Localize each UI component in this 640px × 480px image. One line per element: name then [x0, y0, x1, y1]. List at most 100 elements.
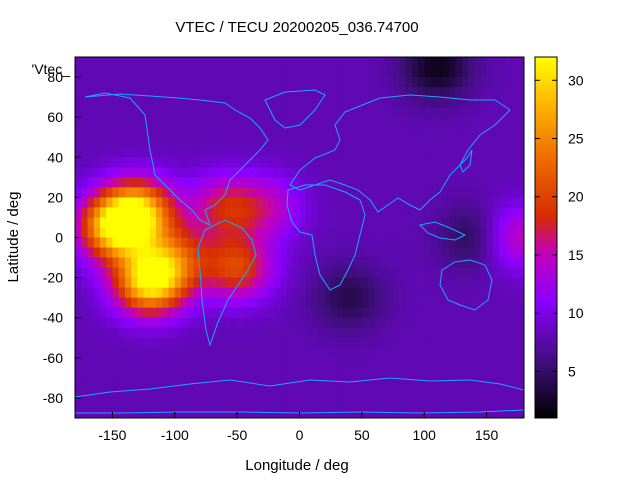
heat-cell	[199, 367, 207, 379]
heat-cell	[486, 267, 494, 279]
heat-cell	[505, 207, 513, 219]
heat-cell	[442, 257, 450, 269]
heat-cell	[106, 197, 114, 209]
heat-cell	[181, 347, 188, 359]
heat-cell	[336, 147, 344, 158]
heat-cell	[124, 127, 132, 138]
heat-cell	[330, 327, 338, 339]
heat-cell	[343, 137, 350, 148]
heat-cell	[486, 407, 494, 418]
heat-cell	[374, 267, 382, 279]
heat-cell	[330, 137, 338, 148]
heat-cell	[474, 157, 481, 168]
heat-cell	[324, 177, 332, 188]
heat-cell	[87, 387, 95, 399]
heat-cell	[243, 327, 251, 339]
heat-cell	[168, 407, 176, 418]
heat-cell	[349, 237, 357, 249]
heat-cell	[492, 117, 500, 128]
heat-cell	[417, 117, 425, 128]
heat-cell	[106, 377, 114, 389]
heat-cell	[287, 327, 294, 339]
heat-cell	[499, 267, 506, 279]
heat-cell	[424, 377, 432, 389]
heat-cell	[455, 97, 463, 108]
heat-cell	[93, 387, 101, 399]
heat-cell	[118, 307, 126, 319]
heat-cell	[467, 107, 475, 118]
heat-cell	[355, 247, 363, 259]
heat-cell	[461, 247, 469, 259]
heat-cell	[118, 367, 126, 379]
heat-cell	[361, 287, 369, 299]
heat-cell	[349, 387, 357, 399]
heat-cell	[162, 247, 170, 259]
heat-cell	[343, 127, 350, 138]
heat-cell	[330, 367, 338, 379]
heat-cell	[374, 357, 382, 369]
heat-cell	[499, 207, 506, 219]
heat-cell	[118, 77, 126, 88]
heat-cell	[449, 77, 457, 88]
heat-cell	[486, 377, 494, 389]
heat-cell	[249, 317, 257, 329]
heat-cell	[293, 327, 301, 339]
heat-cell	[505, 317, 513, 329]
heat-cell	[181, 97, 188, 108]
heat-cell	[336, 187, 344, 198]
heat-cell	[118, 387, 126, 399]
heat-cell	[486, 87, 494, 98]
heat-cell	[430, 317, 438, 329]
heat-cell	[212, 157, 220, 168]
heat-cell	[405, 297, 413, 309]
heat-cell	[199, 57, 207, 68]
heat-cell	[218, 377, 226, 389]
heat-cell	[305, 337, 313, 349]
heat-cell	[374, 147, 382, 158]
heat-cell	[318, 157, 326, 168]
heat-cell	[492, 317, 500, 329]
heat-cell	[436, 77, 444, 88]
heat-cell	[274, 327, 282, 339]
heat-cell	[137, 197, 145, 209]
heat-cell	[399, 137, 407, 148]
heat-cell	[293, 377, 301, 389]
heat-cell	[361, 227, 369, 239]
heat-cell	[287, 127, 294, 138]
heat-cell	[280, 307, 288, 319]
heat-cell	[187, 227, 195, 239]
heat-cell	[230, 317, 238, 329]
heat-cell	[517, 247, 524, 259]
heat-cell	[124, 227, 132, 239]
heat-cell	[156, 357, 163, 369]
heat-cell	[405, 187, 413, 198]
heat-cell	[361, 337, 369, 349]
heat-cell	[499, 97, 506, 108]
y-tick-label: 60	[47, 109, 63, 125]
heat-cell	[511, 257, 519, 269]
heat-cell	[449, 387, 457, 399]
heat-cell	[262, 357, 269, 369]
heat-cell	[449, 237, 457, 249]
heat-cell	[237, 337, 244, 349]
heat-cell	[162, 167, 170, 178]
heat-cell	[280, 127, 288, 138]
heat-cell	[343, 157, 350, 168]
heat-cell	[324, 107, 332, 118]
heat-cell	[237, 247, 244, 259]
heat-cell	[449, 57, 457, 68]
heat-cell	[330, 67, 338, 78]
heat-cell	[355, 127, 363, 138]
heat-cell	[380, 397, 388, 409]
heat-cell	[305, 97, 313, 108]
heat-cell	[299, 147, 307, 158]
heat-cell	[311, 157, 319, 168]
heat-cell	[349, 297, 357, 309]
heat-cell	[243, 97, 251, 108]
heat-cell	[386, 147, 394, 158]
heat-cell	[99, 147, 107, 158]
heat-cell	[75, 347, 82, 359]
heat-cell	[274, 67, 282, 78]
heat-cell	[81, 87, 89, 98]
heat-cell	[224, 387, 232, 399]
